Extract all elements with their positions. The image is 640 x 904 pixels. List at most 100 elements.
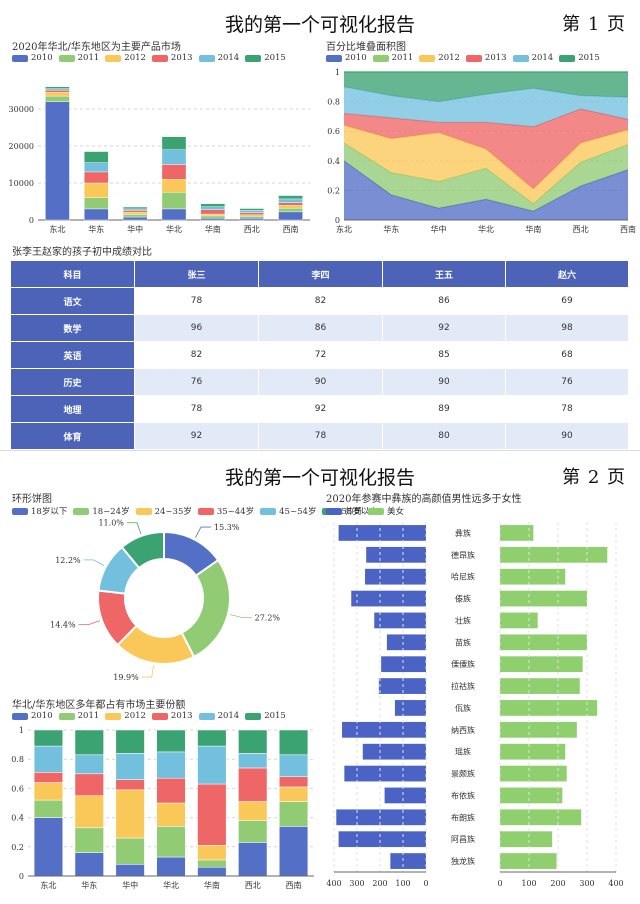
- score-cell: 92: [258, 395, 383, 423]
- legend-item[interactable]: 2012: [419, 53, 460, 63]
- legend-item[interactable]: 18~24岁: [73, 505, 130, 517]
- legend-item[interactable]: 2012: [105, 53, 146, 63]
- score-cell: 98: [505, 314, 629, 342]
- category-label: 华北: [478, 224, 494, 234]
- score-cell: 68: [505, 341, 629, 369]
- label-leader: [126, 522, 142, 535]
- legend-label: 24~35岁: [154, 507, 192, 517]
- bar-segment: [45, 89, 70, 93]
- bar-segment: [279, 754, 309, 777]
- legend-swatch: [368, 507, 385, 515]
- legend-item[interactable]: 2013: [151, 711, 193, 721]
- legend-item[interactable]: 24~35岁: [135, 505, 192, 517]
- area-band: [344, 143, 628, 212]
- category-label: 哈尼族: [451, 572, 475, 582]
- subject-cell: 英语: [10, 341, 135, 369]
- legend-label: 2014: [531, 53, 554, 63]
- legend-item[interactable]: 2014: [198, 711, 240, 721]
- category-label: 傣族: [455, 594, 471, 604]
- legend-swatch: [12, 712, 28, 720]
- slice-value-label: 15.3%: [214, 523, 240, 532]
- category-label: 纳西族: [451, 725, 475, 735]
- tick-label: 200: [372, 879, 387, 888]
- legend-item[interactable]: 2013: [151, 53, 193, 63]
- report-title-page1: 我的第一个可视化报告: [224, 14, 415, 36]
- label-leader: [229, 614, 252, 618]
- bar-segment: [115, 789, 145, 839]
- male-bar: [374, 612, 426, 629]
- bar-segment: [33, 782, 63, 801]
- bar-segment: [84, 151, 109, 163]
- page-number-2: 第 2 页: [562, 467, 626, 488]
- female-bar: [500, 525, 534, 541]
- legend-item[interactable]: 美女: [368, 505, 404, 517]
- legend-item[interactable]: 2014: [512, 53, 554, 63]
- legend-item[interactable]: 2010: [12, 711, 53, 721]
- category-label: 华中: [127, 224, 143, 234]
- bar-segment: [122, 214, 148, 218]
- score-cell: 92: [134, 422, 259, 450]
- tick-label: 0.2: [327, 186, 340, 195]
- area-line: [343, 124, 629, 190]
- category-label: 阿昌族: [451, 834, 475, 844]
- bar-segment: [74, 795, 104, 829]
- legend-item[interactable]: 45~54岁: [260, 505, 316, 517]
- subject-cell: 体育: [10, 422, 135, 450]
- male-bar: [338, 831, 426, 848]
- legend-item[interactable]: 2011: [58, 53, 99, 63]
- legend-item[interactable]: 2011: [372, 53, 413, 63]
- score-cell: 90: [382, 368, 506, 396]
- tick-label: 0: [29, 216, 34, 225]
- legend-label: 18岁以下: [31, 507, 68, 517]
- category-label: 独龙族: [451, 856, 475, 866]
- legend-item[interactable]: 帅哥: [326, 505, 362, 517]
- col-header-student: 张三: [134, 260, 259, 288]
- legend-swatch: [419, 54, 436, 62]
- score-cell: 85: [382, 341, 506, 369]
- legend-label: 2013: [484, 53, 507, 63]
- bar-segment: [45, 86, 70, 89]
- score-cell: 90: [258, 368, 383, 396]
- legend-item[interactable]: 2015: [559, 53, 600, 63]
- legend-item[interactable]: 2015: [245, 53, 286, 63]
- legend-item[interactable]: 2011: [58, 711, 99, 721]
- legend-item[interactable]: 2015: [245, 711, 286, 721]
- category-label: 德昂族: [451, 550, 475, 560]
- slice-value-label: 14.4%: [50, 621, 76, 630]
- female-bar: [500, 743, 566, 760]
- female-bar: [500, 700, 598, 716]
- legend-item[interactable]: 2012: [105, 711, 146, 721]
- bar-segment: [197, 783, 227, 846]
- legend-item[interactable]: 2014: [198, 53, 240, 63]
- tick-label: 0: [19, 872, 24, 881]
- bar-segment: [278, 195, 303, 200]
- area-band: [344, 125, 628, 204]
- legend-item[interactable]: 2010: [326, 53, 367, 63]
- legend-label: 2014: [217, 711, 240, 721]
- tick-label: 100: [521, 879, 536, 888]
- score-cell: 82: [258, 287, 383, 315]
- score-cell: 78: [134, 395, 259, 423]
- male-bar: [390, 853, 426, 869]
- bar-segment: [161, 208, 187, 221]
- tick-label: 1: [335, 68, 340, 77]
- legend-item[interactable]: 18岁以下: [12, 505, 67, 517]
- male-bar: [381, 656, 426, 673]
- legend-item[interactable]: 2010: [12, 53, 53, 63]
- col-header-subject: 科目: [10, 260, 135, 288]
- category-label: 景颇族: [451, 769, 475, 779]
- tick-label: 400: [326, 879, 341, 888]
- legend-item[interactable]: 35~44岁: [197, 505, 254, 517]
- category-label: 华北: [166, 224, 182, 234]
- tick-label: 30000: [9, 105, 34, 114]
- legend-swatch: [245, 712, 262, 720]
- bar-segment: [239, 208, 264, 211]
- bar-segment: [74, 852, 104, 877]
- legend-label: 2014: [217, 53, 240, 63]
- bar-segment: [279, 786, 309, 802]
- legend-item[interactable]: 2013: [465, 53, 507, 63]
- score-cell: 78: [258, 422, 383, 450]
- female-bar: [500, 656, 583, 673]
- category-label: 西北: [245, 881, 261, 890]
- bar-segment: [84, 171, 109, 184]
